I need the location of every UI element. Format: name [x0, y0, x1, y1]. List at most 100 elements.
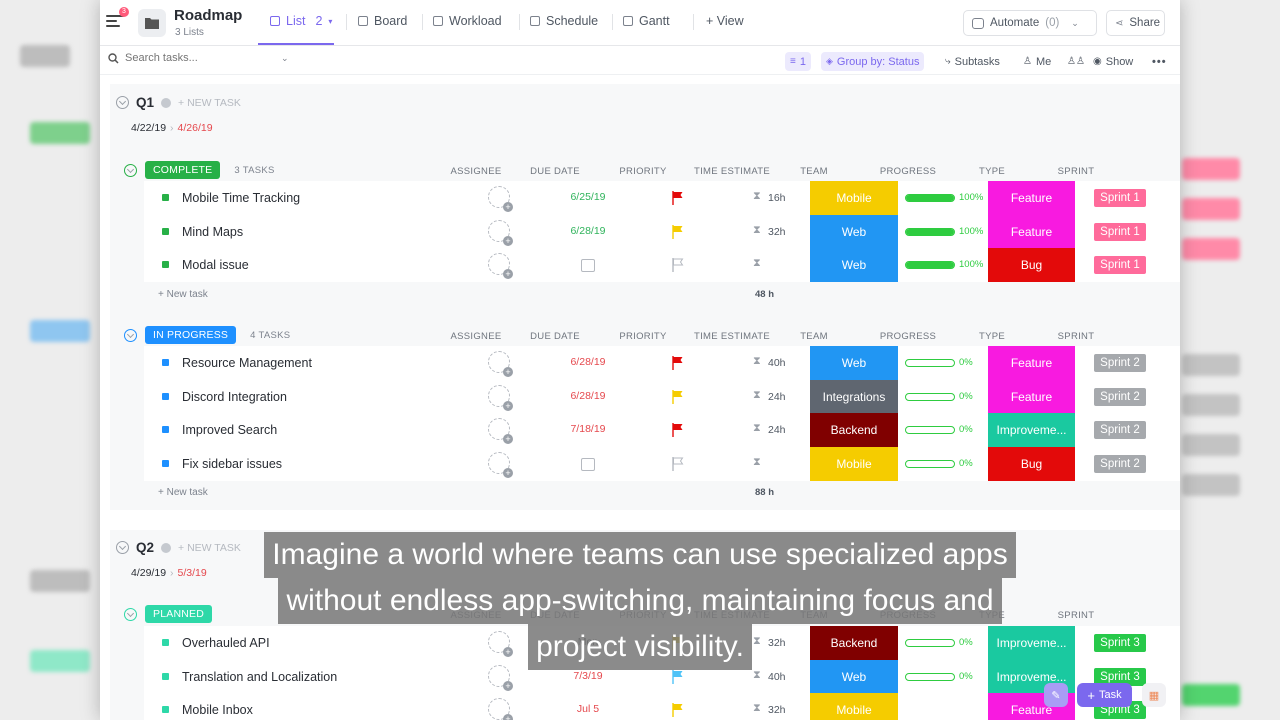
due-date[interactable]: 6/28/19	[570, 356, 606, 368]
new-task-link[interactable]: + New task	[158, 487, 208, 498]
collapse-icon[interactable]	[124, 163, 137, 177]
assignee-placeholder-icon[interactable]	[488, 664, 513, 691]
info-icon[interactable]	[161, 97, 172, 108]
team-label[interactable]: Backend	[810, 413, 898, 448]
sprint-label[interactable]: Sprint 2	[1094, 387, 1146, 406]
task-name[interactable]: Improved Search	[182, 423, 278, 438]
team-label[interactable]: Web	[810, 346, 898, 380]
assignees-button[interactable]: ♙♙	[1062, 52, 1090, 71]
column-header-priority[interactable]: PRIORITY	[619, 166, 667, 177]
notepad-button[interactable]: ✎	[1044, 683, 1068, 707]
task-name[interactable]: Resource Management	[182, 356, 312, 370]
column-header-time-estimate[interactable]: TIME ESTIMATE	[693, 331, 771, 342]
time-estimate[interactable]: 16h	[768, 192, 786, 204]
task-name[interactable]: Overhauled API	[182, 636, 270, 650]
task-row[interactable]: Improved Search 7/18/19 ⧗ 24h Backend 0% Impro…	[144, 413, 1180, 448]
filter-button[interactable]: ≡ 1	[785, 52, 811, 71]
hourglass-icon[interactable]: ⧗	[753, 668, 761, 681]
time-estimate[interactable]: 24h	[768, 390, 786, 403]
due-date[interactable]: Jul 5	[576, 703, 600, 716]
sprint-label[interactable]: Sprint 2	[1094, 455, 1146, 474]
task-name[interactable]: Mobile Inbox	[182, 703, 253, 718]
assignee-placeholder-icon[interactable]	[488, 253, 513, 280]
type-label[interactable]: Feature	[988, 214, 1075, 249]
hourglass-icon[interactable]: ⧗	[753, 635, 761, 647]
hourglass-icon[interactable]: ⧗	[753, 355, 761, 367]
task-name[interactable]: Translation and Localization	[182, 669, 338, 684]
column-header-sprint[interactable]: SPRINT	[1057, 166, 1095, 177]
column-header-progress[interactable]: PROGRESS	[879, 166, 937, 177]
status-square-icon[interactable]	[162, 194, 169, 201]
tab-gantt[interactable]: Gantt	[623, 14, 670, 28]
share-button[interactable]: ⋖ Share	[1106, 10, 1165, 36]
time-estimate[interactable]: 40h	[768, 670, 786, 683]
type-label[interactable]: Feature	[988, 379, 1075, 414]
search-box[interactable]: ⌄	[108, 52, 298, 64]
show-button[interactable]: ◉ Show	[1093, 55, 1134, 68]
hourglass-icon[interactable]: ⧗	[753, 456, 761, 469]
sprint-label[interactable]: Sprint 3	[1094, 667, 1146, 686]
column-header-due-date[interactable]: DUE DATE	[530, 331, 580, 342]
assignee-placeholder-icon[interactable]	[488, 186, 513, 212]
assignee-placeholder-icon[interactable]	[488, 219, 513, 246]
task-name[interactable]: Modal issue	[182, 258, 249, 273]
priority-flag-icon[interactable]	[672, 669, 684, 684]
time-estimate[interactable]: 32h	[768, 704, 786, 717]
type-label[interactable]: Improveme...	[988, 413, 1075, 448]
add-view-button[interactable]: + View	[706, 14, 744, 28]
team-label[interactable]: Web	[810, 248, 898, 283]
due-date[interactable]: 6/28/19	[570, 389, 606, 402]
sprint-label[interactable]: Sprint 2	[1094, 354, 1146, 372]
time-estimate[interactable]: 40h	[768, 357, 786, 369]
collapse-icon[interactable]	[124, 328, 137, 342]
status-square-icon[interactable]	[162, 672, 169, 680]
column-header-type[interactable]: TYPE	[978, 331, 1005, 342]
priority-flag-icon[interactable]	[672, 224, 684, 239]
status-square-icon[interactable]	[162, 639, 169, 646]
team-label[interactable]: Web	[810, 659, 898, 694]
group-by-button[interactable]: ◈ Group by: Status	[821, 52, 925, 71]
priority-flag-icon[interactable]	[672, 389, 684, 404]
collapse-icon[interactable]	[124, 607, 137, 621]
task-row[interactable]: Fix sidebar issues ⧗ Mobile 0% Bug Sprint 2	[144, 447, 1180, 482]
team-label[interactable]: Mobile	[810, 447, 898, 482]
task-row[interactable]: Modal issue ⧗ Web 100% Bug Sprint 1	[144, 248, 1180, 283]
column-header-progress[interactable]: PROGRESS	[879, 331, 937, 342]
hourglass-icon[interactable]: ⧗	[753, 422, 761, 435]
tab-schedule[interactable]: Schedule	[530, 14, 598, 28]
status-badge[interactable]: PLANNED	[145, 605, 212, 623]
team-label[interactable]: Backend	[810, 626, 898, 660]
calendar-icon[interactable]	[581, 458, 595, 472]
assignee-placeholder-icon[interactable]	[488, 452, 513, 479]
sprint-label[interactable]: Sprint 2	[1094, 421, 1146, 440]
priority-flag-icon[interactable]	[672, 356, 684, 370]
assignee-placeholder-icon[interactable]	[488, 384, 513, 411]
status-square-icon[interactable]	[162, 392, 169, 400]
type-label[interactable]: Improveme...	[988, 659, 1075, 694]
info-icon[interactable]	[161, 542, 172, 553]
hourglass-icon[interactable]: ⧗	[753, 223, 761, 236]
task-name[interactable]: Fix sidebar issues	[182, 457, 283, 472]
task-name[interactable]: Discord Integration	[182, 389, 287, 404]
column-header-due-date[interactable]: DUE DATE	[530, 166, 580, 177]
time-estimate[interactable]: 24h	[768, 424, 786, 437]
assignee-placeholder-icon[interactable]	[488, 631, 513, 657]
sprint-label[interactable]: Sprint 1	[1094, 189, 1146, 207]
priority-flag-icon[interactable]	[672, 258, 684, 273]
column-header-time-estimate[interactable]: TIME ESTIMATE	[693, 166, 771, 177]
due-date[interactable]: 6/25/19	[570, 191, 606, 203]
time-estimate[interactable]: 32h	[768, 225, 786, 238]
project-subtitle[interactable]: 3 Lists	[175, 27, 204, 38]
column-header-type[interactable]: TYPE	[978, 166, 1005, 177]
task-name[interactable]: Mind Maps	[182, 224, 244, 239]
status-badge[interactable]: COMPLETE	[145, 161, 221, 179]
new-task-link[interactable]: + NEW TASK	[178, 96, 241, 109]
automate-button[interactable]: Automate (0) ⌄	[963, 10, 1097, 36]
tab-list[interactable]: List 2 ▾	[270, 14, 332, 28]
due-date[interactable]: 7/18/19	[570, 423, 606, 436]
status-square-icon[interactable]	[162, 227, 169, 235]
status-square-icon[interactable]	[162, 359, 169, 366]
new-task-link[interactable]: + NEW TASK	[178, 541, 241, 554]
column-header-priority[interactable]: PRIORITY	[619, 331, 667, 342]
hourglass-icon[interactable]: ⧗	[753, 257, 761, 270]
